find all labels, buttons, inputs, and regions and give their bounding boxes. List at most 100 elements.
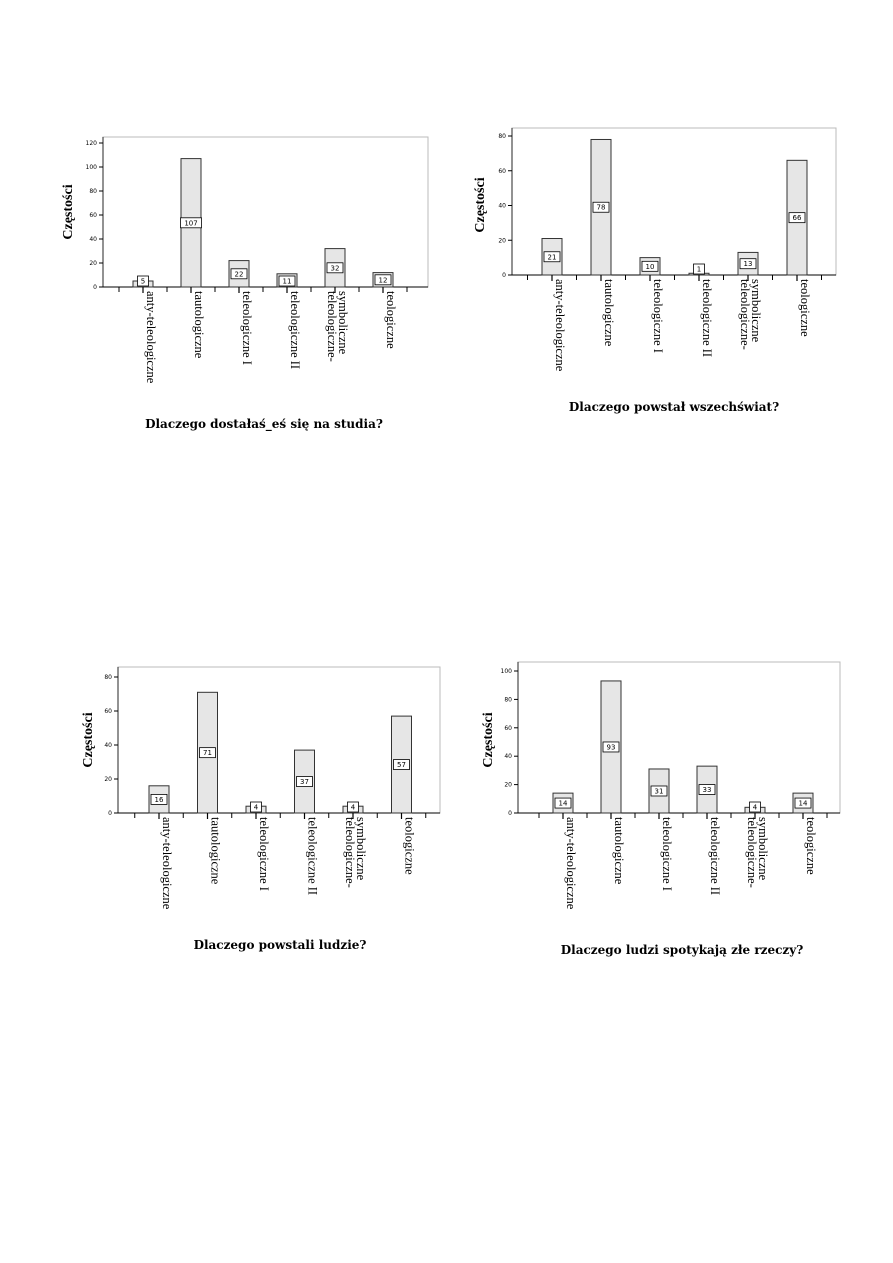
y-tick-label: 40	[498, 203, 506, 210]
y-tick-label: 60	[89, 212, 97, 219]
data-label-box	[693, 263, 705, 275]
y-tick-label: 80	[89, 188, 97, 195]
category-label: teleologiczne-	[343, 817, 357, 888]
category-label: teleologiczne-	[738, 279, 752, 350]
chart-2: 0 20 40 60 80 Częstości 21 anty-teleologiczne 78…	[473, 127, 837, 414]
data-label: 1	[697, 266, 701, 274]
category-label: teleologiczne I	[240, 291, 254, 365]
data-label: 14	[799, 800, 808, 808]
data-label: 10	[646, 263, 655, 271]
data-label: 4	[351, 804, 356, 812]
y-tick-label: 80	[498, 133, 506, 140]
category-label: tautologiczne	[192, 291, 206, 359]
y-tick-label: 100	[86, 164, 98, 171]
category-label: symboliczne	[749, 279, 763, 343]
category-label: anty-teleologiczne	[160, 817, 174, 910]
category-label: teleologiczne I	[660, 817, 674, 891]
category-label: teleologiczne I	[257, 817, 271, 891]
data-label-box	[592, 201, 610, 213]
data-label: 78	[597, 204, 606, 212]
data-label-box	[278, 275, 296, 287]
category-label: anty-teleologiczne	[553, 279, 567, 372]
category-label: teleologiczne II	[306, 817, 320, 895]
y-tick-label: 120	[86, 140, 98, 147]
category-label: teologiczne	[384, 291, 398, 349]
category-label: anty-teleologiczne	[144, 291, 158, 384]
category-label: symboliczne	[354, 817, 368, 881]
y-tick-label: 20	[504, 782, 512, 789]
data-label: 14	[559, 800, 568, 808]
category-label: anty-teleologiczne	[564, 817, 578, 910]
chart-title: Dlaczego dostałaś_eś się na studia?	[145, 417, 383, 432]
y-tick-label: 80	[504, 696, 512, 703]
data-label: 33	[703, 786, 712, 794]
data-label: 5	[141, 278, 145, 286]
y-tick-label: 20	[104, 776, 112, 783]
data-label: 66	[793, 214, 802, 222]
y-tick-label: 20	[498, 237, 506, 244]
category-label: teologiczne	[798, 279, 812, 337]
data-label: 107	[184, 219, 197, 227]
data-label-box	[347, 801, 359, 813]
y-tick-label: 100	[501, 668, 513, 675]
data-label-box	[650, 785, 668, 797]
data-label: 4	[753, 804, 758, 812]
data-label: 21	[548, 253, 557, 261]
category-label: teleologiczne II	[288, 291, 302, 369]
chart-title: Dlaczego powstał wszechświat?	[569, 400, 779, 414]
data-label-box	[788, 212, 806, 224]
y-tick-label: 40	[89, 236, 97, 243]
category-label: tautologiczne	[209, 817, 223, 885]
data-label: 93	[607, 743, 616, 751]
data-label-box	[374, 274, 392, 286]
data-label: 22	[235, 270, 244, 278]
data-label-box	[698, 784, 716, 795]
y-tick-label: 40	[104, 742, 112, 749]
category-label: symboliczne	[756, 817, 770, 881]
y-tick-label: 0	[108, 810, 112, 817]
data-label-box	[393, 759, 410, 770]
data-label-box	[794, 797, 812, 809]
category-label: teleologiczne II	[708, 817, 722, 895]
category-label: teologiczne	[403, 817, 417, 875]
data-label-box	[137, 275, 149, 287]
data-label-box	[326, 262, 344, 274]
chart-4: 0 20 40 60 80 100 Częstości 14 anty-teleologiczn…	[481, 661, 841, 957]
data-label: 12	[379, 276, 388, 284]
data-label-box	[296, 776, 313, 787]
plot-frame	[102, 136, 429, 288]
y-tick-label: 60	[498, 168, 506, 175]
data-label: 11	[283, 278, 292, 286]
data-label-box	[230, 268, 248, 280]
y-tick-label: 0	[502, 272, 506, 279]
data-label-box	[150, 794, 168, 805]
category-label: teleologiczne-	[745, 817, 759, 888]
y-tick-label: 60	[104, 708, 112, 715]
category-label: teologiczne	[804, 817, 818, 875]
data-label-box	[641, 260, 659, 272]
data-label-box	[739, 258, 757, 270]
category-label: symboliczne	[336, 291, 350, 355]
data-label-box	[250, 801, 262, 813]
y-tick-label: 20	[89, 260, 97, 267]
data-label: 4	[254, 804, 259, 812]
chart-1: 0 20 40 60 80 100 120 Częstości 5 anty-teleologic…	[61, 136, 429, 432]
plot-frame	[517, 661, 841, 814]
category-label: teleologiczne-	[325, 291, 339, 362]
data-label-box	[180, 217, 202, 229]
data-label-box	[749, 801, 761, 813]
category-label: tautologiczne	[612, 817, 626, 885]
y-tick-label: 60	[504, 725, 512, 732]
y-axis-label: Częstości	[473, 177, 488, 232]
data-label-box	[602, 741, 620, 753]
data-label: 57	[397, 761, 406, 769]
y-axis-label: Częstości	[61, 184, 76, 239]
y-axis-label: Częstości	[481, 712, 496, 767]
y-axis-label: Częstości	[81, 712, 96, 767]
data-label: 16	[155, 796, 164, 804]
category-label: teleologiczne II	[700, 279, 714, 357]
data-label-box	[199, 747, 216, 759]
data-label: 37	[300, 778, 309, 786]
y-tick-label: 0	[508, 810, 512, 817]
y-tick-label: 40	[504, 753, 512, 760]
